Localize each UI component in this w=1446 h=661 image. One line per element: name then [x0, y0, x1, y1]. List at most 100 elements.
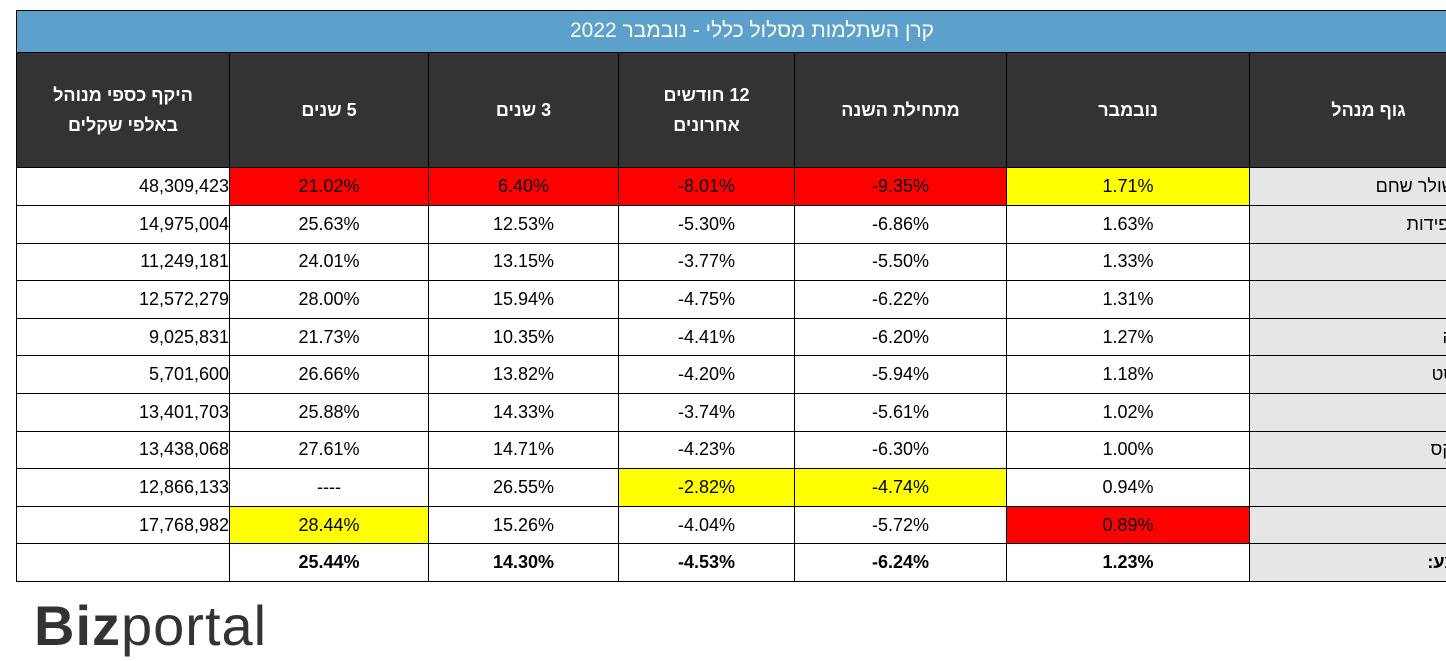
header-3-years: 3 שנים: [428, 51, 620, 169]
table-row: ילין לפידות1.63%-6.86%-5.30%12.53%25.63%…: [15, 205, 1446, 244]
average-3-years: 14.30%: [428, 543, 620, 582]
return-3-years: 14.33%: [428, 392, 620, 432]
return-november: 0.89%: [1006, 505, 1251, 545]
return-5-years: 26.66%: [229, 355, 430, 394]
return-ytd: -5.72%: [794, 505, 1008, 545]
header-5-years: 5 שנים: [229, 51, 430, 169]
return-5-years: 28.00%: [229, 280, 430, 319]
table-row: מגדל1.02%-5.61%-3.74%14.33%25.88%13,401,…: [15, 392, 1446, 432]
return-5-years: 24.01%: [229, 242, 430, 282]
return-3-years: 14.71%: [428, 430, 620, 470]
return-ytd: -4.74%: [794, 468, 1008, 507]
fund-name: כלל: [1249, 505, 1446, 545]
return-november: 1.27%: [1006, 317, 1251, 357]
return-12-months: -5.30%: [618, 205, 796, 244]
fund-name: מגדל: [1249, 392, 1446, 432]
return-ytd: -5.50%: [794, 242, 1008, 282]
return-november: 1.31%: [1006, 280, 1251, 319]
return-12-months: -3.77%: [618, 242, 796, 282]
aum-value: 13,438,068: [15, 430, 231, 470]
aum-value: 11,249,181: [15, 242, 231, 282]
return-ytd: -5.61%: [794, 392, 1008, 432]
average-aum: [15, 543, 231, 582]
table-title: קרן השתלמות מסלול כללי - נובמבר 2022: [15, 10, 1446, 53]
return-12-months: -4.75%: [618, 280, 796, 319]
return-november: 1.63%: [1006, 205, 1251, 244]
aum-value: 12,866,133: [15, 468, 231, 507]
return-3-years: 15.26%: [428, 505, 620, 545]
fund-name: מור: [1249, 468, 1446, 507]
return-ytd: -5.94%: [794, 355, 1008, 394]
return-ytd: -6.20%: [794, 317, 1008, 357]
return-3-years: 13.15%: [428, 242, 620, 282]
aum-value: 17,768,982: [15, 505, 231, 545]
logo-part-biz: Biz: [34, 594, 121, 657]
average-ytd: -6.24%: [794, 543, 1008, 582]
fund-name: אנליסט: [1249, 355, 1446, 394]
bizportal-logo: Bizportal: [34, 598, 267, 654]
aum-value: 5,701,600: [15, 355, 231, 394]
logo-part-portal: portal: [121, 594, 268, 657]
fund-name: מנורה: [1249, 317, 1446, 357]
average-row: ממוצע: 1.23% -6.24% -4.53% 14.30% 25.44%: [15, 543, 1446, 582]
header-ytd: מתחילת השנה: [794, 51, 1008, 169]
return-ytd: -6.30%: [794, 430, 1008, 470]
return-12-months: -2.82%: [618, 468, 796, 507]
return-5-years: ----: [229, 468, 430, 507]
return-ytd: -6.22%: [794, 280, 1008, 319]
average-5-years: 25.44%: [229, 543, 430, 582]
table-row: הראל1.33%-5.50%-3.77%13.15%24.01%11,249,…: [15, 242, 1446, 282]
table-row: מיטב1.31%-6.22%-4.75%15.94%28.00%12,572,…: [15, 280, 1446, 319]
fund-name: הראל: [1249, 242, 1446, 282]
average-label: ממוצע:: [1249, 543, 1446, 582]
return-ytd: -6.86%: [794, 205, 1008, 244]
return-3-years: 15.94%: [428, 280, 620, 319]
aum-value: 14,975,004: [15, 205, 231, 244]
table-row: מור0.94%-4.74%-2.82%26.55%----12,866,133: [15, 468, 1446, 507]
header-12-months: 12 חודשים אחרונים: [618, 51, 796, 169]
return-3-years: 6.40%: [428, 167, 620, 207]
return-5-years: 27.61%: [229, 430, 430, 470]
return-ytd: -9.35%: [794, 167, 1008, 207]
return-12-months: -3.74%: [618, 392, 796, 432]
return-3-years: 10.35%: [428, 317, 620, 357]
fund-name: הפניקס: [1249, 430, 1446, 470]
return-november: 1.71%: [1006, 167, 1251, 207]
return-november: 1.00%: [1006, 430, 1251, 470]
return-5-years: 25.63%: [229, 205, 430, 244]
return-5-years: 21.02%: [229, 167, 430, 207]
return-november: 1.33%: [1006, 242, 1251, 282]
aum-value: 12,572,279: [15, 280, 231, 319]
return-3-years: 13.82%: [428, 355, 620, 394]
return-3-years: 12.53%: [428, 205, 620, 244]
return-5-years: 25.88%: [229, 392, 430, 432]
return-12-months: -4.41%: [618, 317, 796, 357]
header-managing-body: גוף מנהל: [1249, 51, 1446, 169]
return-november: 1.18%: [1006, 355, 1251, 394]
aum-value: 48,309,423: [15, 167, 231, 207]
return-november: 0.94%: [1006, 468, 1251, 507]
average-november: 1.23%: [1006, 543, 1251, 582]
table-row: מנורה1.27%-6.20%-4.41%10.35%21.73%9,025,…: [15, 317, 1446, 357]
return-5-years: 28.44%: [229, 505, 430, 545]
table-row: אנליסט1.18%-5.94%-4.20%13.82%26.66%5,701…: [15, 355, 1446, 394]
return-november: 1.02%: [1006, 392, 1251, 432]
fund-returns-table: קרן השתלמות מסלול כללי - נובמבר 2022 גוף…: [15, 10, 1446, 582]
return-3-years: 26.55%: [428, 468, 620, 507]
header-row: גוף מנהל נובמבר מתחילת השנה 12 חודשים אח…: [15, 51, 1446, 169]
fund-name: אלטשולר שחם: [1249, 167, 1446, 207]
average-12-months: -4.53%: [618, 543, 796, 582]
table-row: כלל0.89%-5.72%-4.04%15.26%28.44%17,768,9…: [15, 505, 1446, 545]
return-12-months: -8.01%: [618, 167, 796, 207]
return-12-months: -4.20%: [618, 355, 796, 394]
header-november: נובמבר: [1006, 51, 1251, 169]
fund-name: ילין לפידות: [1249, 205, 1446, 244]
fund-name: מיטב: [1249, 280, 1446, 319]
header-aum: היקף כספי מנוהל באלפי שקלים: [15, 51, 231, 169]
return-12-months: -4.04%: [618, 505, 796, 545]
return-5-years: 21.73%: [229, 317, 430, 357]
aum-value: 9,025,831: [15, 317, 231, 357]
aum-value: 13,401,703: [15, 392, 231, 432]
table-row: אלטשולר שחם1.71%-9.35%-8.01%6.40%21.02%4…: [15, 167, 1446, 207]
return-12-months: -4.23%: [618, 430, 796, 470]
